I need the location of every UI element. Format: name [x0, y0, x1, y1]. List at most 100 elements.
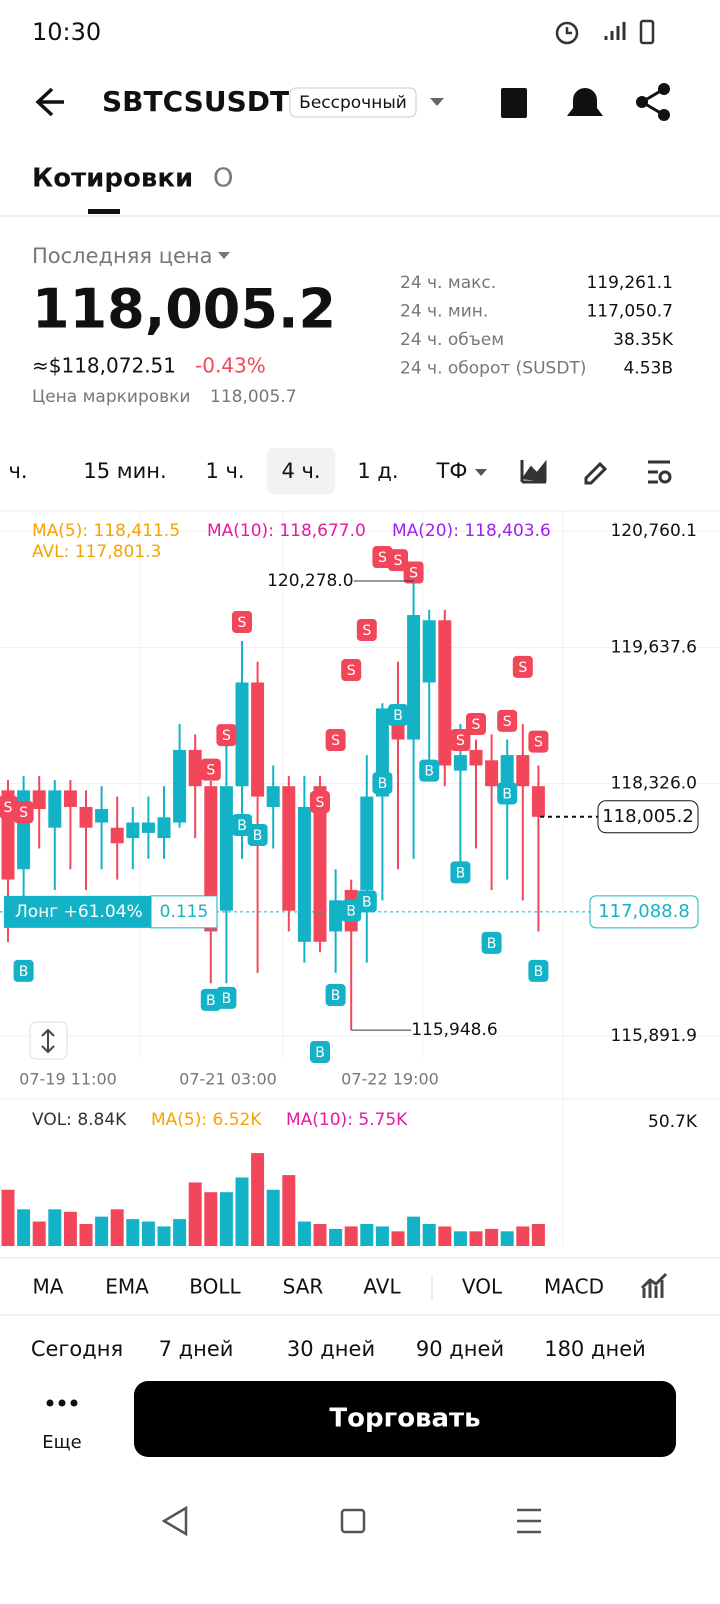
trade-marker[interactable] [497, 709, 518, 732]
badge[interactable]: Бессрочный [299, 93, 407, 113]
trade-marker-label: S [4, 800, 13, 816]
candle-body [219, 786, 233, 911]
period[interactable]: 7 дней [159, 1337, 234, 1361]
x-tick-label: 07-19 11:00 [19, 1070, 117, 1089]
volume-bar [95, 1216, 109, 1246]
trade-label[interactable]: Торговать [329, 1404, 480, 1434]
trade-marker[interactable] [388, 704, 408, 727]
trade-marker[interactable] [466, 712, 486, 735]
indicator-legend: MA(20): 118,403.6 [392, 521, 551, 541]
trade-marker-label: S [518, 660, 527, 676]
trade-marker-label: B [393, 708, 403, 724]
trade-marker[interactable] [0, 795, 18, 818]
price-label[interactable]: Последняя цена [32, 244, 213, 268]
trade-marker[interactable] [341, 659, 362, 682]
nav-bar[interactable] [161, 1505, 541, 1537]
trade-marker[interactable] [497, 782, 518, 805]
trade-marker[interactable] [528, 730, 549, 753]
trade-marker-label: B [487, 936, 497, 952]
trade-marker[interactable] [450, 861, 471, 884]
volume-bar [48, 1209, 62, 1246]
trade-marker-label: B [502, 786, 512, 802]
trade-marker[interactable] [310, 790, 330, 813]
candle-body [469, 749, 483, 766]
volume-bar [266, 1189, 280, 1246]
trade-marker[interactable] [247, 823, 268, 846]
trade-marker-label: S [362, 623, 371, 639]
back-button[interactable] [35, 87, 64, 117]
trade-marker[interactable] [216, 724, 237, 747]
candle-body [48, 790, 62, 828]
tab-indicator [88, 209, 120, 214]
trade-marker[interactable] [372, 546, 393, 569]
position-tag[interactable] [4, 895, 151, 928]
status-icons [555, 19, 655, 45]
trade-marker[interactable] [13, 959, 34, 982]
candle-body [32, 790, 46, 810]
interval[interactable]: 1 д. [357, 459, 398, 483]
trade-marker[interactable] [13, 801, 34, 824]
trade-marker-label: S [222, 728, 231, 744]
candle-body [407, 615, 421, 740]
stat-value: 119,261.1 [586, 273, 673, 293]
trade-marker[interactable] [216, 986, 237, 1009]
more-label[interactable]: Еще [42, 1432, 81, 1453]
trade-marker[interactable] [200, 988, 221, 1011]
trade-marker[interactable] [450, 729, 471, 752]
indicator-tab[interactable]: VOL [462, 1275, 503, 1299]
trade-marker[interactable] [356, 890, 377, 913]
header-icons[interactable] [501, 83, 670, 121]
trade-marker[interactable] [419, 759, 440, 782]
trade-marker[interactable] [310, 1040, 330, 1063]
indicator-legend: AVL: 117,801.3 [32, 542, 161, 562]
trade-marker[interactable] [232, 610, 252, 633]
trade-button[interactable] [134, 1381, 676, 1457]
period[interactable]: 180 дней [544, 1337, 646, 1361]
interval[interactable]: ч. [8, 459, 27, 483]
trade-marker[interactable] [341, 899, 362, 922]
trade-marker[interactable] [528, 959, 549, 982]
indicator-settings[interactable] [640, 1272, 668, 1298]
indicator-tab[interactable]: SAR [283, 1275, 324, 1299]
trade-marker[interactable] [481, 931, 502, 954]
indicator-tab[interactable]: BOLL [189, 1275, 241, 1299]
y-tick-label: 120,760.1 [610, 521, 697, 541]
interval[interactable]: 15 мин. [83, 459, 166, 483]
interval[interactable]: 1 ч. [205, 459, 244, 483]
candle-body [173, 749, 187, 823]
mark-label: Цена маркировки [32, 387, 190, 407]
volume-legend: VOL: 8.84K [32, 1110, 127, 1130]
volume-bar [79, 1223, 93, 1246]
trade-marker[interactable] [388, 549, 408, 572]
volume-bar [375, 1226, 389, 1246]
trade-marker[interactable] [403, 561, 424, 584]
trade-marker[interactable] [372, 772, 393, 795]
trade-marker-label: B [19, 964, 29, 980]
period[interactable]: Сегодня [31, 1337, 123, 1361]
volume-bar [344, 1226, 358, 1246]
trade-marker[interactable] [232, 814, 252, 837]
trade-marker[interactable] [356, 618, 377, 641]
indicator-legend: MA(10): 118,677.0 [207, 521, 366, 541]
indicator-tab[interactable]: MACD [544, 1275, 604, 1299]
more-dots[interactable] [46, 1399, 78, 1407]
annotation-label: 120,278.0 [267, 571, 354, 591]
interval[interactable]: ТФ [436, 459, 468, 483]
dropdown[interactable] [430, 98, 444, 106]
trade-marker[interactable] [200, 758, 221, 781]
indicator-tab[interactable]: AVL [363, 1275, 401, 1299]
period[interactable]: 30 дней [287, 1337, 375, 1361]
trade-marker-label: B [237, 818, 247, 834]
period[interactable]: 90 дней [416, 1337, 504, 1361]
trade-marker[interactable] [512, 655, 533, 678]
volume-legend: MA(10): 5.75K [286, 1110, 408, 1130]
indicator-tab[interactable]: EMA [105, 1275, 149, 1299]
tab-active[interactable]: Котировки [32, 164, 193, 194]
y-tick-label: 115,891.9 [610, 1026, 697, 1046]
trade-marker[interactable] [325, 984, 346, 1007]
tab[interactable]: О [213, 164, 233, 194]
tool-icons[interactable] [520, 459, 672, 485]
interval[interactable]: 4 ч. [281, 459, 320, 483]
indicator-tab[interactable]: MA [33, 1275, 64, 1299]
trade-marker[interactable] [325, 729, 346, 752]
